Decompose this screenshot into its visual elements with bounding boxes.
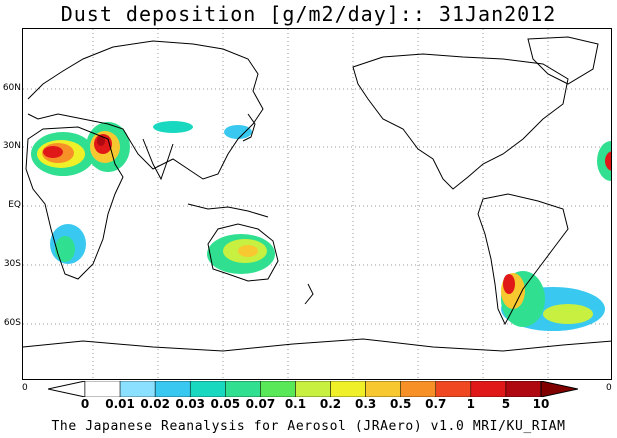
colorbar-tick-label: 0.01 bbox=[105, 397, 135, 411]
lat-label-60n: 60N bbox=[2, 83, 21, 93]
colorbar-tick-label: 0.3 bbox=[354, 397, 377, 411]
colorbar-bin bbox=[470, 381, 507, 397]
colorbar-bin bbox=[154, 381, 191, 397]
coastlines bbox=[23, 36, 611, 352]
colorbar-tick-label: 0.05 bbox=[210, 397, 241, 411]
colorbar-bin bbox=[505, 381, 542, 397]
lat-label-30n: 30N bbox=[2, 141, 21, 151]
dust-field-sahara bbox=[31, 132, 95, 176]
colorbar bbox=[48, 381, 578, 397]
lat-label-30s: 30S bbox=[3, 259, 21, 269]
colorbar-bin bbox=[189, 381, 226, 397]
colorbar-bin bbox=[295, 381, 331, 397]
colorbar-tick-label: 0.7 bbox=[425, 397, 447, 411]
dust-field-australia bbox=[207, 234, 275, 274]
colorbar-bin bbox=[84, 381, 121, 397]
corner-label-right: 0 bbox=[606, 383, 612, 393]
colorbar-bin bbox=[119, 381, 156, 397]
dust-field-south-africa bbox=[50, 224, 86, 264]
colorbar-bin bbox=[400, 381, 437, 397]
colorbar-tick-label: 0.02 bbox=[140, 397, 170, 411]
dust-field-patagonia bbox=[501, 271, 605, 331]
dust-field-central-asia bbox=[153, 121, 252, 139]
lat-label-eq: EQ bbox=[8, 200, 21, 210]
colorbar-arrow-low bbox=[48, 381, 86, 397]
world-map bbox=[23, 29, 611, 379]
colorbar-bin bbox=[225, 381, 261, 397]
colorbar-tick-label: 1 bbox=[466, 397, 476, 411]
lat-label-60s: 60S bbox=[3, 318, 21, 328]
footer-credit: The Japanese Reanalysis for Aerosol (JRA… bbox=[51, 419, 566, 434]
colorbar-tick-label: 0.07 bbox=[245, 397, 276, 411]
colorbar-bin bbox=[260, 381, 296, 397]
colorbar-tick-label: 0 bbox=[80, 397, 90, 411]
colorbar-bin bbox=[435, 381, 472, 397]
dust-field-west-africa-edge bbox=[597, 141, 611, 181]
colorbar-tick-label: 0.1 bbox=[284, 397, 307, 411]
corner-label-left: 0 bbox=[22, 383, 28, 393]
colorbar-bin bbox=[330, 381, 366, 397]
colorbar-tick-label: 0.03 bbox=[175, 397, 206, 411]
colorbar-tick-label: 5 bbox=[501, 397, 511, 411]
map-title: Dust deposition [g/m2/day]:: 31Jan2012 bbox=[60, 2, 557, 26]
gridlines bbox=[23, 29, 611, 379]
colorbar-bin bbox=[365, 381, 401, 397]
map-panel bbox=[22, 28, 612, 380]
colorbar-tick-label: 0.5 bbox=[390, 397, 412, 411]
colorbar-arrow-high bbox=[540, 381, 578, 397]
colorbar-tick-label: 0.2 bbox=[319, 397, 342, 411]
dust-field-arabia bbox=[86, 122, 130, 172]
colorbar-tick-label: 10 bbox=[532, 397, 550, 411]
